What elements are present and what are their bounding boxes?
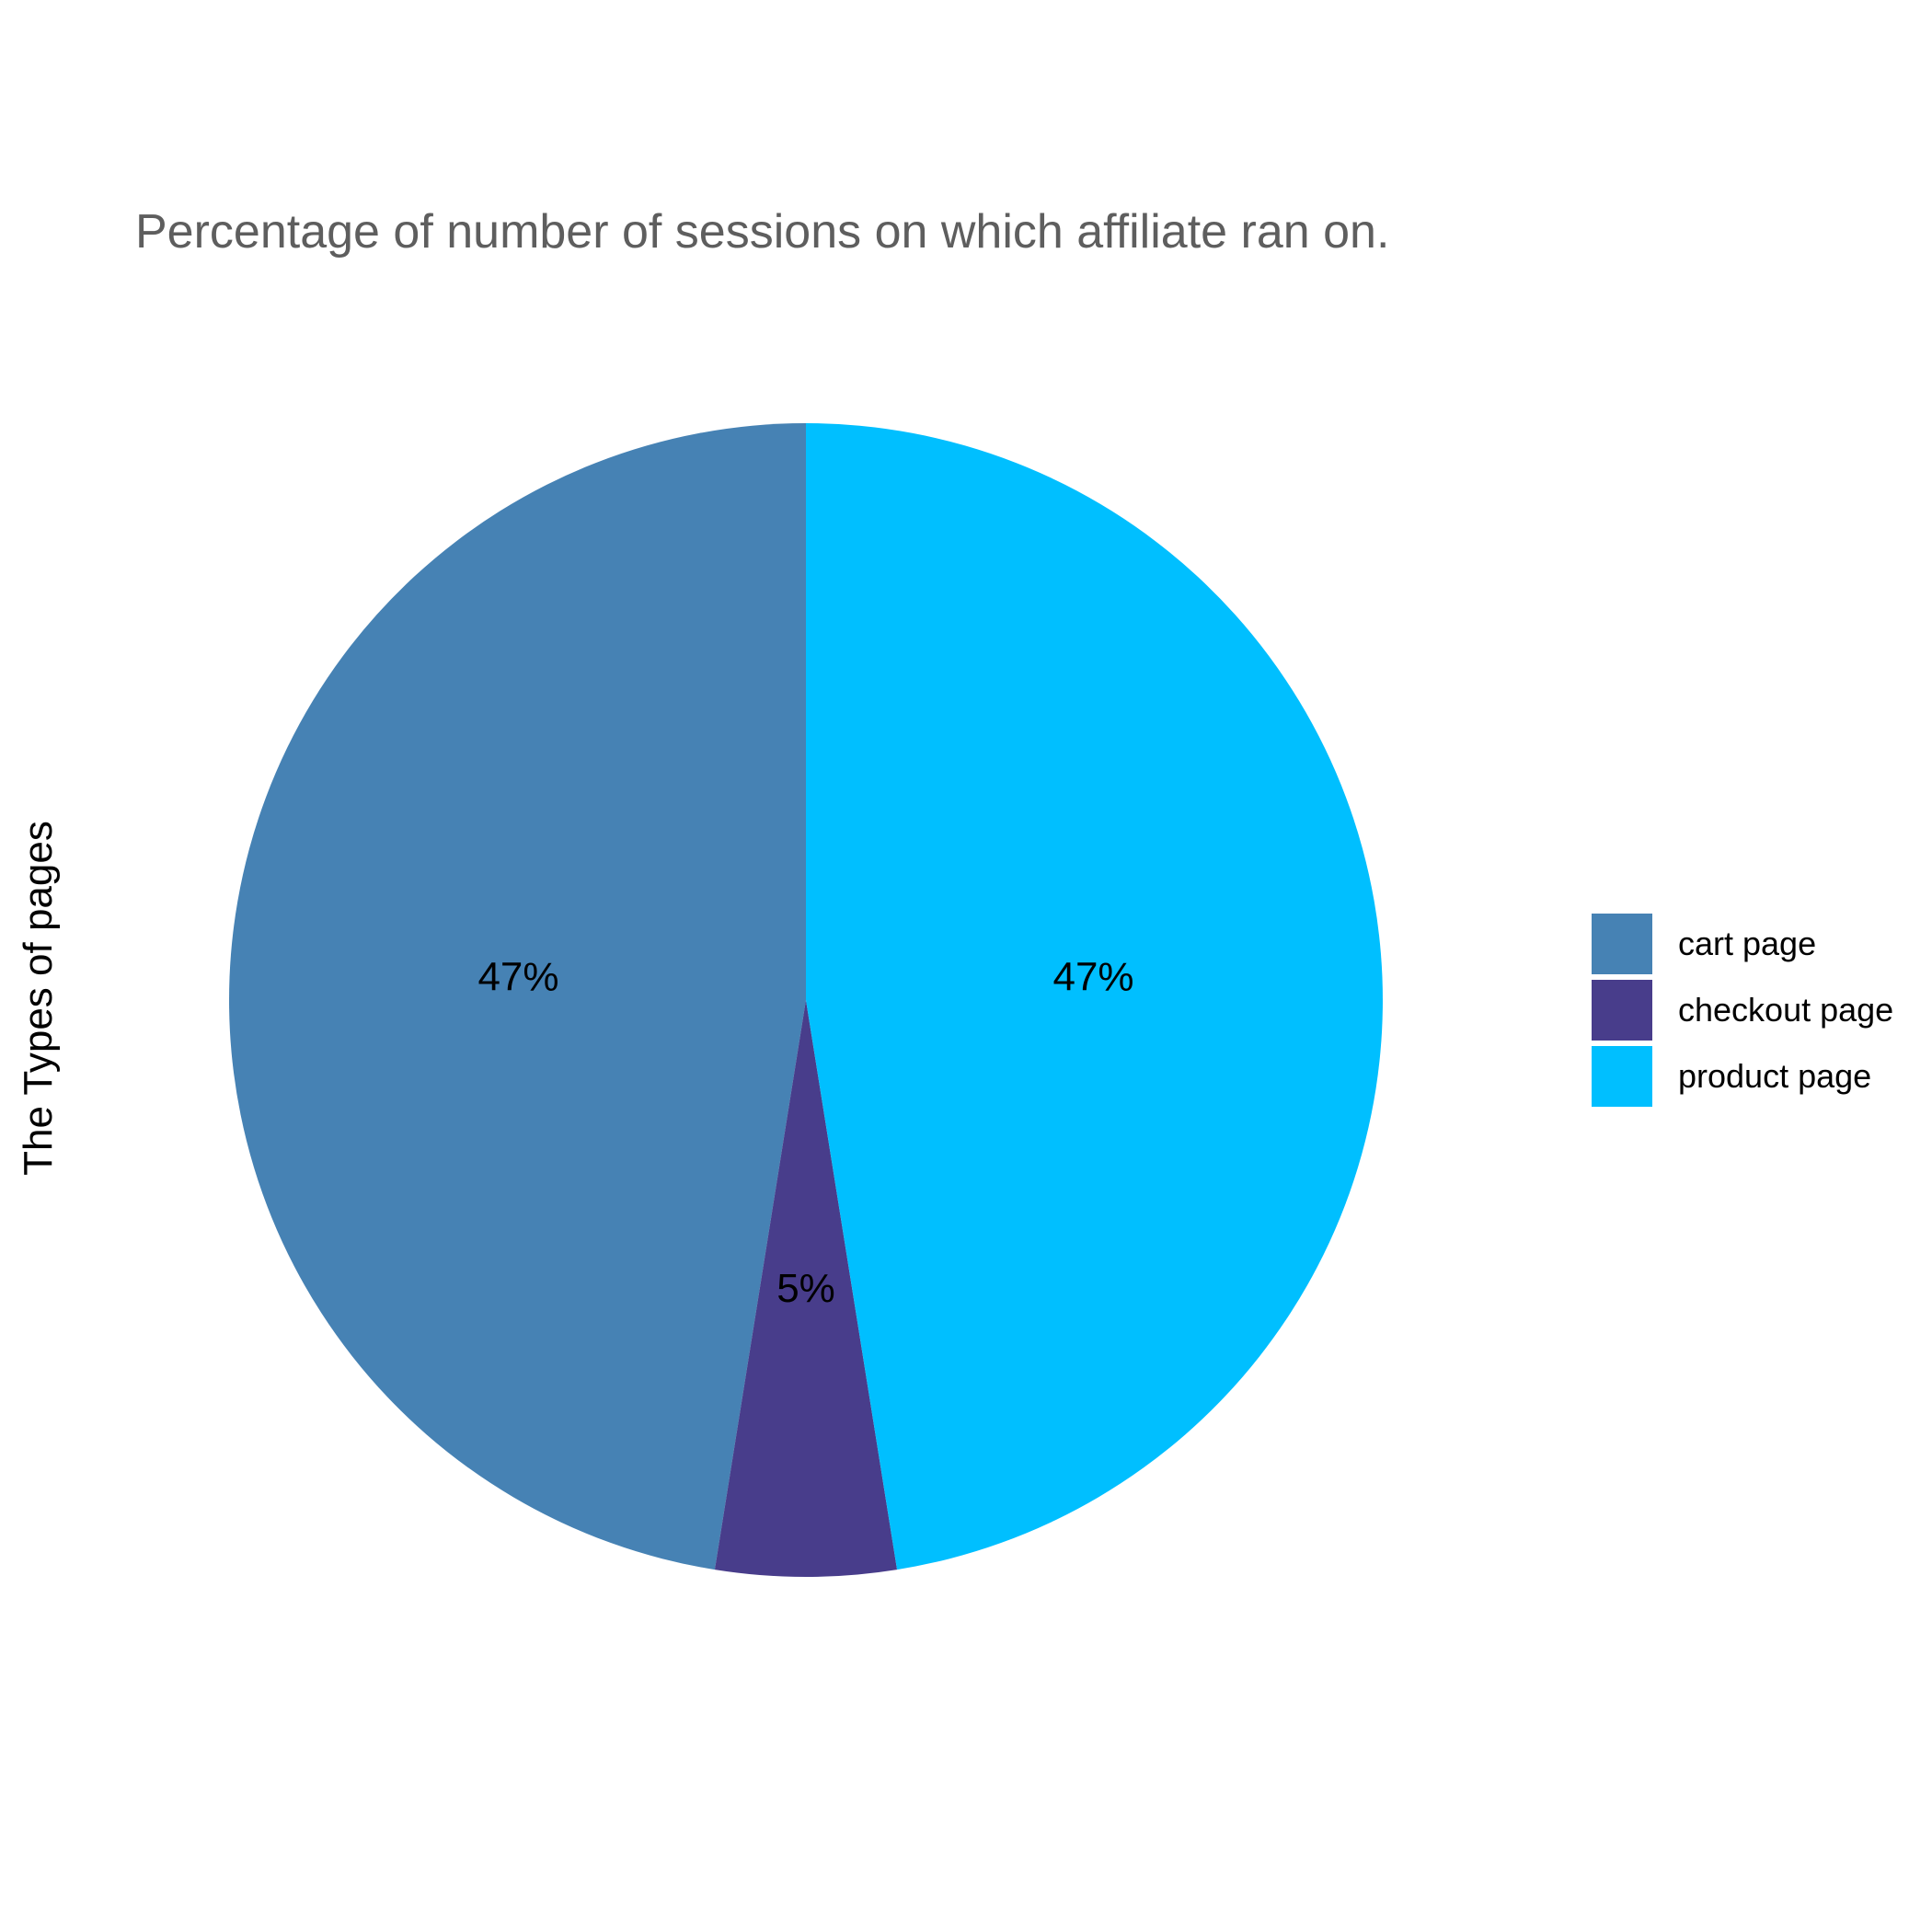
legend-swatch-checkout-page (1592, 980, 1652, 1041)
pie-slice-checkout-page (714, 1000, 898, 1577)
legend: cart page checkout page product page (1592, 911, 1893, 1110)
slice-label-cart-page: 47% (477, 955, 558, 1000)
legend-item-product-page: product page (1592, 1043, 1893, 1110)
legend-label-checkout-page: checkout page (1678, 991, 1894, 1029)
legend-swatch-product-page (1592, 1046, 1652, 1107)
slice-label-checkout-page: 5% (776, 1266, 835, 1311)
chart-title: Percentage of number of sessions on whic… (135, 205, 1390, 259)
legend-item-checkout-page: checkout page (1592, 977, 1893, 1043)
slice-label-product-page: 47% (1052, 955, 1133, 1000)
legend-swatch-cart-page (1592, 914, 1652, 974)
legend-label-cart-page: cart page (1678, 925, 1817, 962)
legend-label-product-page: product page (1678, 1057, 1872, 1095)
pie-slice-cart-page (229, 423, 806, 1570)
pie-slice-product-page (806, 423, 1383, 1570)
legend-item-cart-page: cart page (1592, 911, 1893, 977)
